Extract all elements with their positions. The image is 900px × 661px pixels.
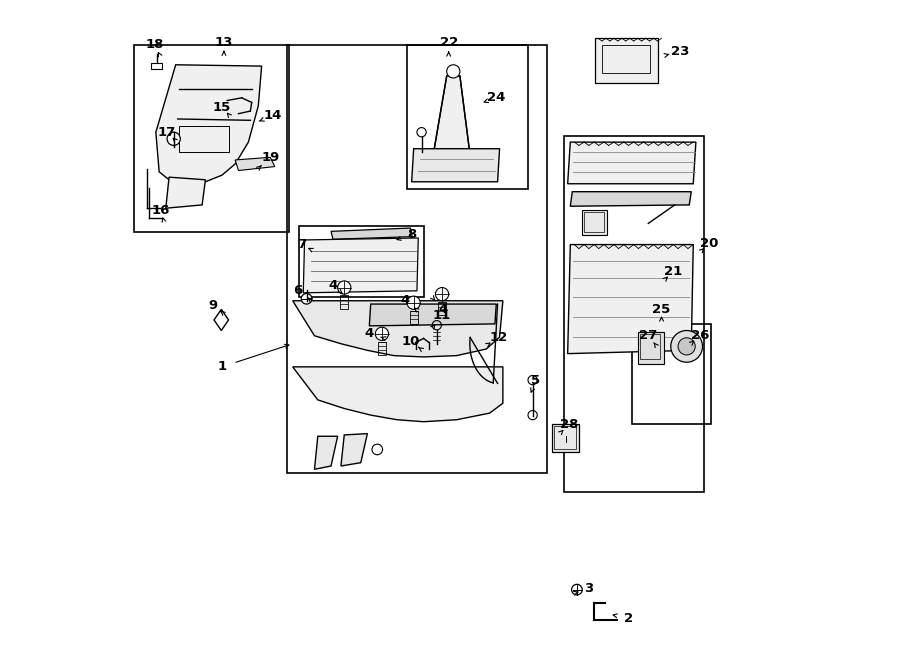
- Text: 4: 4: [364, 327, 374, 340]
- Bar: [553, 424, 579, 452]
- Polygon shape: [292, 367, 503, 422]
- Circle shape: [446, 65, 460, 78]
- Text: 25: 25: [652, 303, 670, 316]
- Polygon shape: [369, 304, 496, 326]
- Bar: [563, 136, 705, 492]
- Text: 21: 21: [664, 264, 682, 278]
- Polygon shape: [303, 238, 418, 293]
- Text: 17: 17: [158, 126, 176, 139]
- Polygon shape: [292, 301, 503, 357]
- Text: 28: 28: [560, 418, 578, 431]
- Circle shape: [375, 327, 389, 340]
- Text: 9: 9: [209, 299, 218, 312]
- Bar: [340, 295, 348, 309]
- Text: 22: 22: [439, 36, 458, 50]
- Bar: [638, 332, 663, 364]
- Text: 23: 23: [670, 45, 689, 58]
- Circle shape: [407, 296, 420, 309]
- Polygon shape: [568, 142, 696, 184]
- Text: 11: 11: [432, 309, 451, 323]
- Bar: [407, 45, 528, 189]
- Text: 4: 4: [400, 294, 410, 307]
- Text: 2: 2: [624, 611, 633, 625]
- Circle shape: [302, 293, 312, 304]
- Polygon shape: [314, 436, 338, 469]
- Bar: [410, 311, 418, 324]
- Text: 12: 12: [490, 330, 508, 344]
- Text: 13: 13: [215, 36, 233, 50]
- Text: 3: 3: [584, 582, 593, 595]
- Polygon shape: [166, 177, 205, 208]
- Bar: [632, 324, 711, 424]
- Polygon shape: [331, 228, 412, 239]
- Bar: [596, 38, 658, 83]
- Bar: [287, 45, 546, 473]
- Bar: [438, 302, 446, 315]
- Polygon shape: [156, 65, 262, 185]
- Bar: [179, 126, 229, 152]
- Text: 19: 19: [261, 151, 279, 164]
- Text: 6: 6: [293, 284, 302, 297]
- Text: 18: 18: [145, 38, 164, 52]
- Text: 8: 8: [408, 228, 417, 241]
- Polygon shape: [434, 76, 470, 153]
- Text: 5: 5: [531, 373, 541, 387]
- Circle shape: [678, 338, 695, 355]
- Polygon shape: [568, 245, 693, 354]
- Text: 16: 16: [151, 204, 170, 217]
- Text: 10: 10: [401, 335, 420, 348]
- Text: 26: 26: [690, 329, 709, 342]
- Circle shape: [436, 288, 449, 301]
- Bar: [641, 334, 661, 359]
- Text: 24: 24: [487, 91, 506, 104]
- Text: 1: 1: [218, 360, 227, 373]
- Bar: [300, 226, 424, 297]
- Circle shape: [670, 330, 703, 362]
- Bar: [554, 426, 576, 449]
- Bar: [582, 210, 608, 235]
- Polygon shape: [571, 192, 691, 206]
- Polygon shape: [235, 157, 274, 171]
- Bar: [134, 45, 290, 232]
- Bar: [584, 212, 604, 232]
- Text: 15: 15: [212, 100, 231, 114]
- Text: 4: 4: [328, 279, 338, 292]
- Text: 27: 27: [639, 329, 657, 342]
- Circle shape: [167, 132, 180, 145]
- Text: 14: 14: [264, 109, 282, 122]
- Bar: [378, 342, 386, 355]
- Text: 4: 4: [439, 303, 448, 316]
- Polygon shape: [341, 434, 367, 466]
- Polygon shape: [411, 149, 500, 182]
- Bar: [602, 45, 650, 73]
- Bar: [150, 63, 163, 69]
- Text: 7: 7: [297, 238, 306, 251]
- Text: 20: 20: [700, 237, 718, 250]
- Circle shape: [338, 281, 351, 294]
